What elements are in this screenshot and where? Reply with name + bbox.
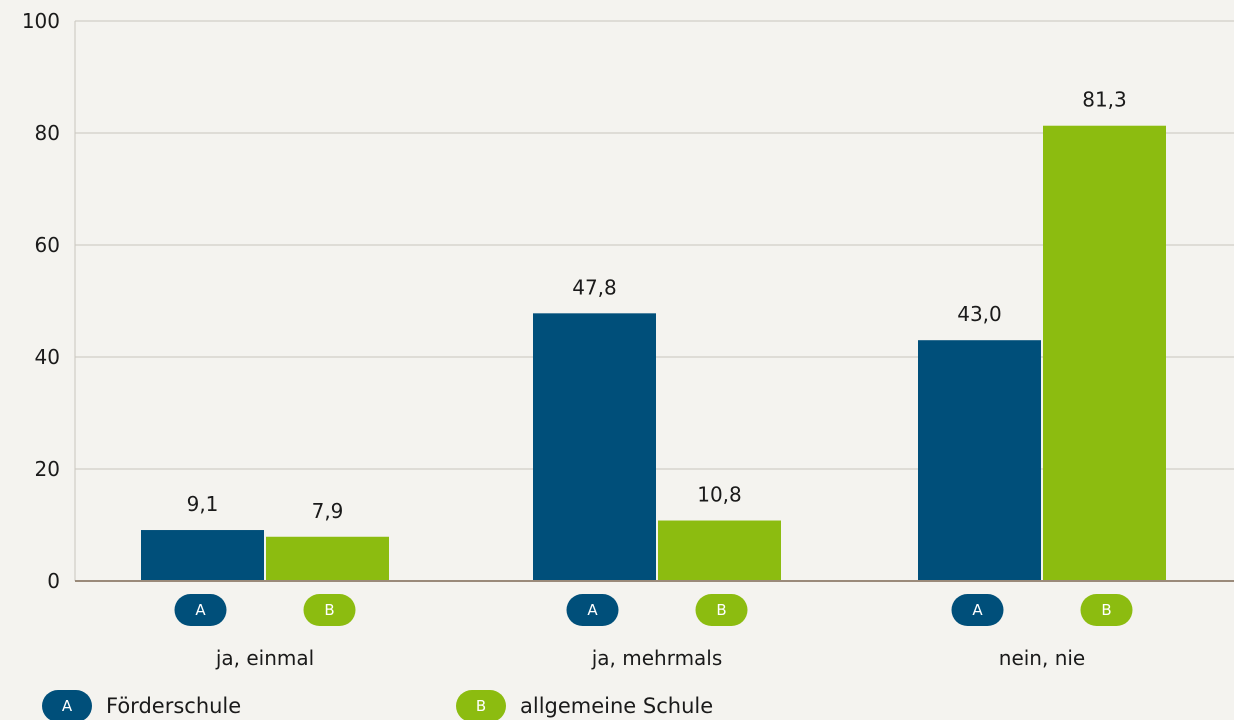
badge-shape <box>951 594 1004 626</box>
legend-label: allgemeine Schule <box>520 694 713 718</box>
bar-a-1 <box>141 530 264 581</box>
category-badge-a: A <box>566 594 619 626</box>
legend-badge <box>456 690 506 720</box>
badge-shape <box>566 594 619 626</box>
bar-b-2 <box>658 520 781 581</box>
category-badge-b: B <box>303 594 356 626</box>
badge-shape <box>1080 594 1133 626</box>
category-label: nein, nie <box>999 646 1085 670</box>
badge-shape <box>695 594 748 626</box>
category-label: ja, einmal <box>215 646 314 670</box>
badge-letter: A <box>195 601 206 619</box>
legend-label: Förderschule <box>106 694 241 718</box>
data-label: 10,8 <box>697 483 742 507</box>
legend-badge-letter: A <box>62 697 73 715</box>
legend-badge-letter: B <box>476 697 486 715</box>
category-badge-b: B <box>695 594 748 626</box>
legend-item-a: A Förderschule <box>42 690 241 720</box>
y-tick-label: 20 <box>35 457 60 481</box>
category-labels: ja, einmal ja, mehrmals nein, nie <box>215 646 1085 670</box>
badge-letter: B <box>716 601 726 619</box>
data-label: 47,8 <box>572 275 617 299</box>
data-label: 81,3 <box>1082 88 1127 112</box>
bar-a-3 <box>918 340 1041 581</box>
bar-b-1 <box>266 536 389 581</box>
data-label: 7,9 <box>312 499 344 523</box>
y-tick-label: 0 <box>47 569 60 593</box>
data-label: 9,1 <box>187 492 219 516</box>
legend-badge <box>42 690 92 720</box>
category-badge-a: A <box>174 594 227 626</box>
badge-letter: B <box>324 601 334 619</box>
category-label: ja, mehrmals <box>591 646 723 670</box>
category-badge-a: A <box>951 594 1004 626</box>
bar-a-2 <box>533 313 656 581</box>
badge-shape <box>303 594 356 626</box>
badge-letter: A <box>587 601 598 619</box>
bar-b-3 <box>1043 125 1166 581</box>
y-tick-label: 60 <box>35 233 60 257</box>
badge-shape <box>174 594 227 626</box>
y-tick-label: 80 <box>35 121 60 145</box>
bars <box>141 125 1166 581</box>
data-labels: 9,1 7,9 47,8 10,8 43,0 81,3 <box>187 88 1127 523</box>
y-axis-ticks: 0 20 40 60 80 100 <box>22 9 60 593</box>
badge-letter: A <box>972 601 983 619</box>
data-label: 43,0 <box>957 302 1002 326</box>
category-badge-b: B <box>1080 594 1133 626</box>
y-tick-label: 40 <box>35 345 60 369</box>
y-tick-label: 100 <box>22 9 60 33</box>
badge-letter: B <box>1101 601 1111 619</box>
